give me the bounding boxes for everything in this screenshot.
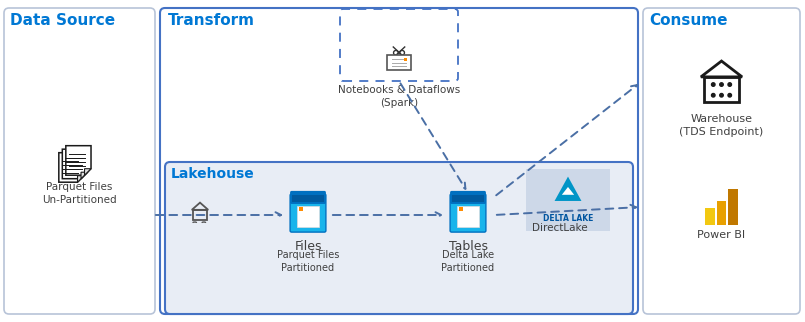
Text: Lakehouse: Lakehouse	[171, 167, 254, 181]
FancyBboxPatch shape	[450, 191, 486, 204]
Polygon shape	[555, 176, 581, 201]
Polygon shape	[62, 149, 88, 179]
Circle shape	[712, 93, 715, 97]
Bar	[404, 58, 407, 61]
Text: DELTA LAKE: DELTA LAKE	[543, 214, 593, 223]
FancyBboxPatch shape	[290, 194, 326, 232]
Bar	[716, 201, 726, 225]
Text: Notebooks & Dataflows
(Spark): Notebooks & Dataflows (Spark)	[338, 85, 460, 108]
Text: Parquet Files
Un-Partitioned: Parquet Files Un-Partitioned	[42, 182, 117, 205]
Polygon shape	[81, 172, 88, 179]
Text: Tables: Tables	[448, 240, 488, 253]
FancyBboxPatch shape	[4, 8, 155, 314]
Text: Power BI: Power BI	[697, 230, 745, 240]
Bar	[193, 210, 207, 220]
Bar	[297, 206, 319, 227]
Text: Files: Files	[295, 240, 322, 253]
Polygon shape	[562, 187, 574, 195]
Circle shape	[728, 83, 732, 86]
Circle shape	[720, 93, 723, 97]
Bar	[705, 208, 715, 225]
Circle shape	[720, 83, 723, 86]
Text: Warehouse
(TDS Endpoint): Warehouse (TDS Endpoint)	[679, 114, 764, 137]
Polygon shape	[701, 61, 742, 77]
FancyBboxPatch shape	[526, 169, 610, 231]
Bar	[459, 207, 463, 211]
Text: Parquet Files
Partitioned: Parquet Files Partitioned	[277, 250, 339, 273]
Bar	[704, 77, 739, 102]
Circle shape	[728, 93, 732, 97]
Text: Transform: Transform	[168, 13, 255, 28]
FancyBboxPatch shape	[165, 162, 633, 314]
Circle shape	[712, 83, 715, 86]
Bar	[452, 195, 485, 203]
FancyBboxPatch shape	[450, 194, 486, 232]
FancyBboxPatch shape	[290, 191, 326, 204]
Polygon shape	[85, 169, 91, 175]
Bar	[291, 195, 324, 203]
Text: Data Source: Data Source	[10, 13, 115, 28]
Text: DirectLake: DirectLake	[532, 223, 588, 233]
Polygon shape	[77, 176, 84, 182]
Text: Consume: Consume	[649, 13, 728, 28]
Bar	[729, 189, 738, 225]
FancyBboxPatch shape	[643, 8, 800, 314]
Bar	[299, 207, 303, 211]
Polygon shape	[66, 146, 91, 175]
FancyBboxPatch shape	[160, 8, 638, 314]
Polygon shape	[59, 153, 84, 182]
FancyBboxPatch shape	[387, 54, 411, 70]
Text: Delta Lake
Partitioned: Delta Lake Partitioned	[441, 250, 494, 273]
Bar	[457, 206, 479, 227]
